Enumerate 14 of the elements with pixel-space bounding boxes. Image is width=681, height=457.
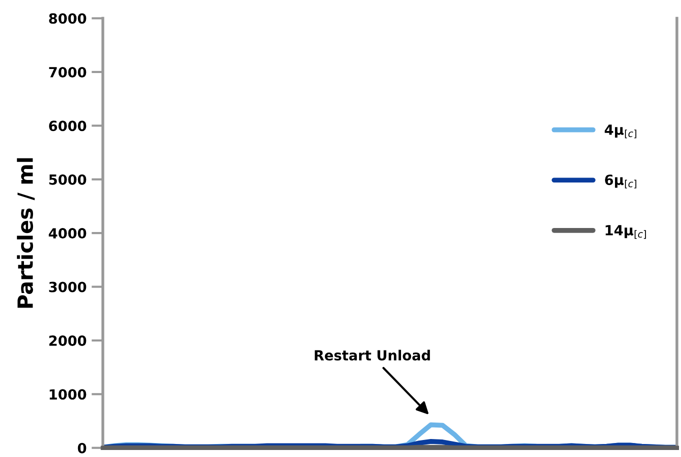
legend-label: 14μ$_{[c]}$	[606, 225, 646, 239]
y-tick-label: 1000	[50, 389, 86, 400]
annotation: Restart Unload	[314, 350, 430, 361]
y-tick-label: 7000	[49, 66, 86, 78]
legend-label: 6μ$_{[c]}$	[604, 174, 636, 188]
y-tick-label: 3000	[49, 282, 86, 292]
y-tick-label: 2000	[49, 335, 86, 346]
y-axis-title: Particles / ml	[16, 158, 35, 308]
y-tick-label: 4000	[48, 228, 86, 239]
y-tick-label: 8000	[49, 13, 86, 24]
y-tick-label: 6000	[49, 120, 86, 132]
legend-label: 4μ$_{[c]}$	[604, 124, 636, 138]
y-tick-label: 0	[78, 442, 86, 454]
y-tick-label: 5000	[49, 174, 86, 185]
